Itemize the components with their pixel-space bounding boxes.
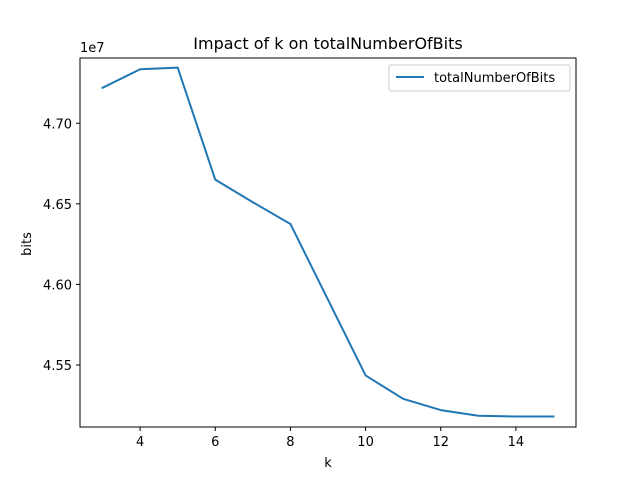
x-tick-label: 10 xyxy=(357,435,374,450)
legend-frame xyxy=(388,64,571,92)
y-axis-label: bits xyxy=(20,232,35,256)
y-tick-label: 4.55 xyxy=(43,359,72,374)
series-line-totalNumberOfBits xyxy=(101,66,555,418)
x-tick-label: 14 xyxy=(508,435,525,450)
x-tick-label: 4 xyxy=(136,435,144,450)
y-tick-label: 4.65 xyxy=(43,198,72,213)
x-tick-label: 6 xyxy=(211,435,219,450)
chart-title: Impact of k on totalNumberOfBits xyxy=(193,34,462,53)
x-tick-label: 8 xyxy=(286,435,294,450)
legend-label: totalNumberOfBits xyxy=(434,71,555,86)
plot-area-frame xyxy=(79,57,577,428)
x-axis-label: k xyxy=(324,456,332,471)
y-tick-label: 4.60 xyxy=(43,278,72,293)
x-tick-label: 12 xyxy=(432,435,449,450)
legend: totalNumberOfBits xyxy=(388,64,571,92)
y-tick-label: 4.70 xyxy=(43,117,72,132)
y-axis-offset-label: 1e7 xyxy=(80,41,105,56)
